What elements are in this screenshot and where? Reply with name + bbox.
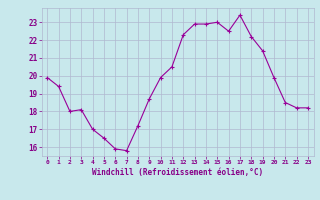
X-axis label: Windchill (Refroidissement éolien,°C): Windchill (Refroidissement éolien,°C) <box>92 168 263 177</box>
